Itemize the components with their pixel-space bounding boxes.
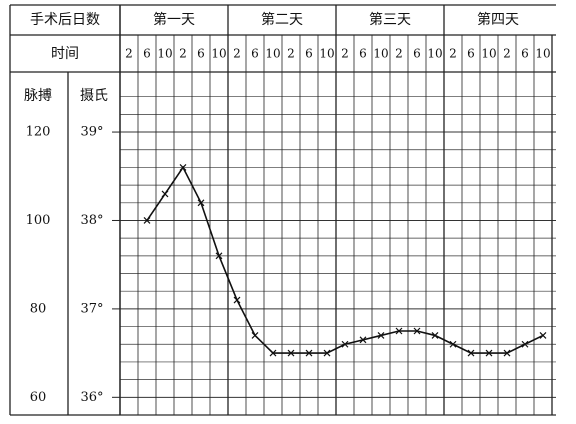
day-label: 第三天: [369, 11, 411, 28]
point-marker: [485, 349, 493, 357]
x-tick-label: 6: [359, 47, 367, 61]
point-marker: [503, 349, 511, 357]
x-tick-label: 10: [427, 47, 442, 61]
x-tick-label: 10: [157, 47, 172, 61]
x-tick-label: 2: [395, 47, 403, 61]
x-tick-label: 10: [319, 47, 334, 61]
x-tick-label: 6: [467, 47, 475, 61]
point-marker: [251, 331, 259, 339]
x-tick-label: 2: [341, 47, 349, 61]
y-tick-label: 38°: [80, 213, 103, 228]
point-marker: [179, 163, 187, 171]
point-marker: [395, 327, 403, 335]
day-label: 第一天: [153, 11, 195, 28]
point-marker: [521, 340, 529, 348]
point-marker: [431, 331, 439, 339]
x-tick-label: 6: [143, 47, 151, 61]
x-axis-label: 时间: [51, 46, 79, 62]
y-tick-label: 36°: [80, 390, 103, 405]
x-tick-label: 10: [265, 47, 280, 61]
point-marker: [287, 349, 295, 357]
point-marker: [539, 331, 547, 339]
y2-tick-label: 60: [30, 390, 47, 405]
y2-tick-label: 100: [26, 213, 51, 228]
point-marker: [215, 252, 223, 260]
point-marker: [359, 336, 367, 344]
y-tick-label: 39°: [80, 125, 103, 140]
point-marker: [467, 349, 475, 357]
x-tick-label: 6: [521, 47, 529, 61]
x-tick-label: 2: [503, 47, 511, 61]
y-axis-label: 摄氏: [80, 88, 108, 104]
x-tick-label: 6: [413, 47, 421, 61]
x-tick-label: 6: [305, 47, 313, 61]
y-tick-label: 37°: [80, 301, 103, 316]
x-tick-label: 10: [535, 47, 550, 61]
x-tick-label: 6: [251, 47, 259, 61]
day-label: 第四天: [477, 11, 519, 28]
header-label: 手术后日数: [30, 12, 100, 28]
x-tick-label: 10: [481, 47, 496, 61]
x-tick-label: 2: [449, 47, 457, 61]
point-marker: [413, 327, 421, 335]
x-tick-label: 2: [179, 47, 187, 61]
x-tick-label: 2: [125, 47, 133, 61]
point-marker: [161, 190, 169, 198]
day-label: 第二天: [261, 11, 303, 28]
point-marker: [269, 349, 277, 357]
y2-axis-label: 脉搏: [24, 87, 52, 104]
x-tick-label: 2: [287, 47, 295, 61]
point-marker: [341, 340, 349, 348]
x-tick-label: 10: [373, 47, 388, 61]
point-marker: [197, 199, 205, 207]
y2-tick-label: 80: [30, 301, 47, 316]
y2-tick-label: 120: [26, 125, 51, 140]
x-tick-label: 10: [211, 47, 226, 61]
point-marker: [143, 217, 151, 224]
point-marker: [377, 331, 385, 339]
point-marker: [449, 340, 457, 348]
point-marker: [305, 349, 313, 357]
point-marker: [233, 296, 241, 304]
point-marker: [323, 349, 331, 357]
x-tick-label: 2: [233, 47, 241, 61]
x-tick-label: 6: [197, 47, 205, 61]
